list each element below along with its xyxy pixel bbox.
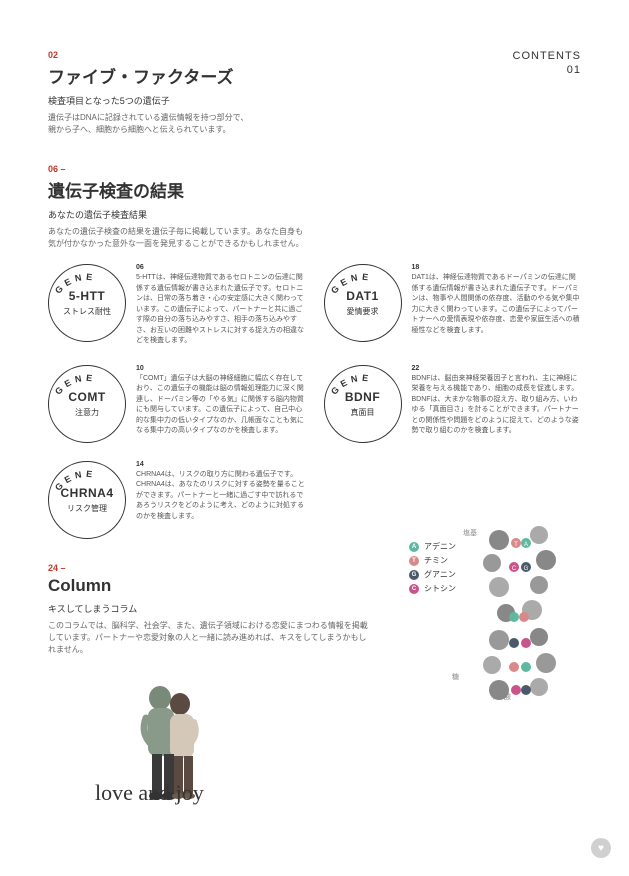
legend-row: A アデニン xyxy=(409,541,456,552)
contents-header: CONTENTS 01 xyxy=(513,50,582,76)
section-subtitle: 検査項目となった5つの遺伝子 xyxy=(48,94,581,107)
gene-desc-text: 5-HTTは、神経伝達物質であるセロトニンの伝達に関係する遺伝情報が書き込まれた… xyxy=(136,273,306,347)
gene-page-num: 14 xyxy=(136,461,306,468)
gene-arc-label: GENE xyxy=(42,250,132,340)
gene-desc-text: DAT1は、神経伝達物質であるドーパミンの伝達に関係する遺伝情報が書き込まれた遺… xyxy=(412,273,582,336)
gene-desc-text: BDNFは、脳由来神経栄養因子と言われ、主に神経に栄養を与える機能であり、細胞の… xyxy=(412,374,582,437)
gene-item: GENE CHRNA4 リスク管理 14 CHRNA4は、リスクの取り方に関わる… xyxy=(48,461,306,539)
gene-item: GENE COMT 注意力 10 「COMT」遺伝子は大脳の神経細胞に幅広く存在… xyxy=(48,365,306,443)
section-num: 06 – xyxy=(48,164,581,174)
gene-circle: GENE COMT 注意力 xyxy=(48,365,126,443)
contents-label: CONTENTS xyxy=(513,50,582,62)
svg-text:GENE: GENE xyxy=(328,272,372,296)
page-container: CONTENTS 01 02 ファイブ・ファクターズ 検査項目となった5つの遺伝… xyxy=(0,0,629,876)
dna-illustration: A アデニン T チミン G グアニン C シトシン T xyxy=(409,525,599,715)
section-title: 遺伝子検査の結果 xyxy=(48,177,581,202)
gene-arc-label: GENE xyxy=(318,351,408,441)
gene-page-num: 18 xyxy=(412,264,582,271)
gene-arc-label: GENE xyxy=(42,447,132,537)
gene-arc-label: GENE xyxy=(318,250,408,340)
svg-text:A: A xyxy=(524,542,528,548)
section-subtitle: あなたの遺伝子検査結果 xyxy=(48,208,581,221)
gene-description: 14 CHRNA4は、リスクの取り方に関わる遺伝子です。CHRNA4は、あなたの… xyxy=(136,461,306,539)
legend-dot-icon: T xyxy=(409,556,419,566)
gene-page-num: 06 xyxy=(136,264,306,271)
dna-legend: A アデニン T チミン G グアニン C シトシン xyxy=(409,541,456,715)
gene-page-num: 10 xyxy=(136,365,306,372)
legend-label: チミン xyxy=(424,555,448,566)
gene-arc-label: GENE xyxy=(42,351,132,441)
gene-item: GENE BDNF 真面目 22 BDNFは、脳由来神経栄養因子と言われ、主に神… xyxy=(324,365,582,443)
section-body: 遺伝子はDNAに記録されている遺伝情報を持つ部分で、 親から子へ、細胞から細胞へ… xyxy=(48,112,581,136)
section-title: ファイブ・ファクターズ xyxy=(48,63,581,88)
svg-text:GENE: GENE xyxy=(53,468,97,492)
genes-grid: GENE 5-HTT ストレス耐性 06 5-HTTは、神経伝達物質であるセロト… xyxy=(48,264,581,539)
gene-desc-text: CHRNA4は、リスクの取り方に関わる遺伝子です。CHRNA4は、あなたのリスク… xyxy=(136,470,306,523)
gene-circle: GENE BDNF 真面目 xyxy=(324,365,402,443)
dna-helix-svg: T A C G xyxy=(464,525,584,715)
section-five-factors: 02 ファイブ・ファクターズ 検査項目となった5つの遺伝子 遺伝子はDNAに記録… xyxy=(48,50,581,136)
gene-description: 06 5-HTTは、神経伝達物質であるセロトニンの伝達に関係する遺伝情報が書き込… xyxy=(136,264,306,347)
gene-description: 22 BDNFは、脳由来神経栄養因子と言われ、主に神経に栄養を与える機能であり、… xyxy=(412,365,582,443)
page-number: 01 xyxy=(513,64,582,76)
heart-badge-icon: ♥ xyxy=(591,838,611,858)
section-gene-results: 06 – 遺伝子検査の結果 あなたの遺伝子検査結果 あなたの遺伝子検査の結果を遺… xyxy=(48,164,581,250)
legend-dot-icon: G xyxy=(409,570,419,580)
gene-circle: GENE DAT1 愛情要求 xyxy=(324,264,402,342)
svg-text:GENE: GENE xyxy=(328,372,372,396)
gene-page-num: 22 xyxy=(412,365,582,372)
legend-row: C シトシン xyxy=(409,583,456,594)
legend-label: グアニン xyxy=(424,569,456,580)
legend-label: シトシン xyxy=(424,583,456,594)
legend-dot-icon: C xyxy=(409,584,419,594)
svg-text:GENE: GENE xyxy=(53,272,97,296)
svg-text:GENE: GENE xyxy=(53,372,97,396)
gene-item: GENE 5-HTT ストレス耐性 06 5-HTTは、神経伝達物質であるセロト… xyxy=(48,264,306,347)
gene-item: GENE DAT1 愛情要求 18 DAT1は、神経伝達物質であるドーパミンの伝… xyxy=(324,264,582,347)
section-body: あなたの遺伝子検査の結果を遺伝子毎に掲載しています。あなた自身も 気が付かなかっ… xyxy=(48,226,581,250)
legend-label: アデニン xyxy=(424,541,456,552)
svg-text:C: C xyxy=(512,566,517,572)
legend-row: T チミン xyxy=(409,555,456,566)
svg-text:T: T xyxy=(514,542,518,548)
gene-circle: GENE CHRNA4 リスク管理 xyxy=(48,461,126,539)
gene-desc-text: 「COMT」遺伝子は大脳の神経細胞に幅広く存在しており、この遺伝子の機能は脳の情… xyxy=(136,374,306,437)
legend-row: G グアニン xyxy=(409,569,456,580)
gene-description: 18 DAT1は、神経伝達物質であるドーパミンの伝達に関係する遺伝情報が書き込ま… xyxy=(412,264,582,347)
legend-dot-icon: A xyxy=(409,542,419,552)
section-body: このコラムでは、脳科学、社会学、また、遺伝子領域における恋愛にまつわる情報を掲載… xyxy=(48,620,368,656)
gene-circle: GENE 5-HTT ストレス耐性 xyxy=(48,264,126,342)
love-and-joy-text: love and joy xyxy=(95,780,204,806)
gene-description: 10 「COMT」遺伝子は大脳の神経細胞に幅広く存在しており、この遺伝子の機能は… xyxy=(136,365,306,443)
section-num: 02 xyxy=(48,50,581,60)
svg-text:G: G xyxy=(524,566,529,572)
